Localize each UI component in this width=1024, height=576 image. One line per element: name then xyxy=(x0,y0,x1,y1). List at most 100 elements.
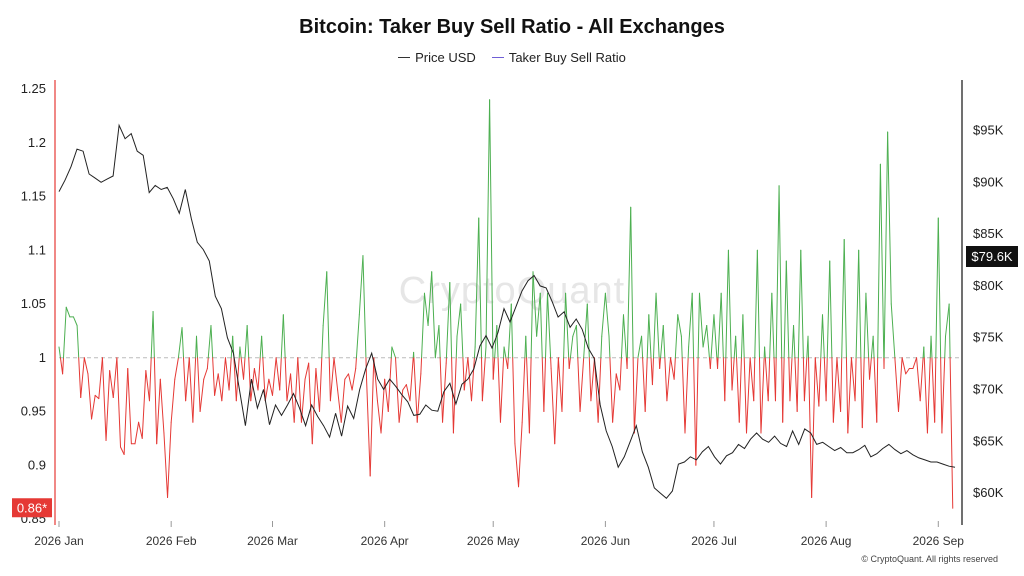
ratio-segment xyxy=(642,357,646,412)
ratio-segment xyxy=(876,357,879,423)
ratio-segment xyxy=(569,335,574,359)
ratio-segment xyxy=(831,357,834,423)
ratio-segment xyxy=(619,357,622,391)
legend-swatch-ratio-icon xyxy=(491,57,504,58)
ratio-segment xyxy=(630,206,634,359)
ratio-segment xyxy=(188,357,194,423)
legend-label-price: Price USD xyxy=(415,50,476,65)
ratio-segment xyxy=(434,325,440,359)
ratio-segment xyxy=(604,292,610,337)
ratio-segment xyxy=(894,357,899,412)
ratio-segment xyxy=(557,357,563,412)
x-tick-label: 2026 Jul xyxy=(691,534,736,548)
ratio-segment xyxy=(814,357,820,407)
ratio-segment xyxy=(673,357,676,380)
ratio-segment xyxy=(233,357,237,402)
ratio-segment xyxy=(785,260,790,359)
ratio-segment xyxy=(923,357,928,434)
ratio-segment xyxy=(261,335,264,359)
ratio-segment xyxy=(742,314,745,359)
ratio-segment xyxy=(518,421,523,488)
ratio-segment xyxy=(778,185,783,359)
ratio-segment xyxy=(774,357,777,402)
price-series xyxy=(58,123,956,500)
ratio-segment xyxy=(109,370,114,399)
ratio-segment xyxy=(632,357,635,434)
ratio-current-label: 0.86* xyxy=(17,500,47,515)
ratio-segment xyxy=(818,357,822,407)
ratio-segment xyxy=(507,357,509,369)
ratio-segment xyxy=(863,292,867,359)
ratio-segment xyxy=(655,292,660,359)
legend-label-ratio: Taker Buy Sell Ratio xyxy=(508,50,626,65)
ratio-segment xyxy=(641,335,644,359)
ratio-segment xyxy=(439,357,444,423)
ratio-segment xyxy=(897,357,903,412)
ratio-segment xyxy=(413,357,418,423)
ratio-segment xyxy=(666,357,672,402)
legend-swatch-price-icon xyxy=(398,57,411,58)
ratio-segment xyxy=(279,357,282,391)
ratio-segment xyxy=(794,357,798,412)
ratio-segment xyxy=(615,373,621,391)
legend-item-ratio[interactable]: Taker Buy Sell Ratio xyxy=(491,50,626,65)
ratio-segment xyxy=(156,378,161,445)
ratio-segment xyxy=(767,357,771,402)
ratio-segment xyxy=(159,378,165,434)
ratio-segment xyxy=(579,357,585,412)
ratio-segment xyxy=(284,357,288,402)
ratio-segment xyxy=(239,346,242,359)
ratio-segment xyxy=(148,357,152,402)
ratio-segment xyxy=(105,370,111,442)
ratio-segment xyxy=(541,357,545,412)
ratio-segment xyxy=(937,217,942,359)
ratio-segment xyxy=(503,346,507,359)
ratio-segment xyxy=(322,271,328,326)
ratio-segment xyxy=(926,357,931,434)
ratio-segment xyxy=(941,357,946,434)
ratio-segment xyxy=(872,335,875,359)
ratio-segment xyxy=(489,99,494,359)
ratio-segment xyxy=(800,249,804,359)
ratio-segment xyxy=(224,357,230,391)
ratio-segment xyxy=(420,357,423,375)
legend-item-price[interactable]: Price USD xyxy=(398,50,476,65)
ratio-segment xyxy=(442,362,447,423)
ratio-segment xyxy=(680,335,683,359)
ratio-segment xyxy=(474,217,480,348)
ratio-segment xyxy=(65,306,71,318)
ratio-segment xyxy=(271,357,277,396)
ratio-segment xyxy=(536,292,541,337)
ratio-segment xyxy=(945,303,950,337)
ratio-segment xyxy=(76,325,80,359)
ratio-segment xyxy=(62,306,67,359)
ratio-segment xyxy=(840,357,843,412)
ratio-segment xyxy=(203,368,208,380)
ratio-segment xyxy=(869,357,872,380)
x-tick-label: 2026 Apr xyxy=(361,534,409,548)
ratio-segment xyxy=(710,314,715,359)
ratio-segment xyxy=(528,357,532,434)
ratio-segment xyxy=(788,357,791,402)
ratio-segment xyxy=(612,373,617,423)
right-tick-label: $80K xyxy=(973,278,1004,293)
ratio-segment xyxy=(185,357,190,402)
x-tick-label: 2026 Jan xyxy=(34,534,83,548)
ratio-segment xyxy=(153,357,158,445)
ratio-segment xyxy=(262,357,266,402)
ratio-segment xyxy=(116,357,122,448)
ratio-segment xyxy=(174,357,179,380)
ratio-segment xyxy=(315,368,321,412)
ratio-segment xyxy=(691,292,695,359)
ratio-segment xyxy=(702,325,708,348)
ratio-segment xyxy=(167,421,172,498)
ratio-segment xyxy=(546,292,552,359)
ratio-segment xyxy=(275,357,281,391)
ratio-segment xyxy=(769,292,773,359)
price-current-label: $79.6K xyxy=(971,249,1013,264)
ratio-segment xyxy=(854,357,857,402)
ratio-segment xyxy=(940,357,943,434)
ratio-segment xyxy=(449,282,453,359)
ratio-segment xyxy=(731,357,735,391)
